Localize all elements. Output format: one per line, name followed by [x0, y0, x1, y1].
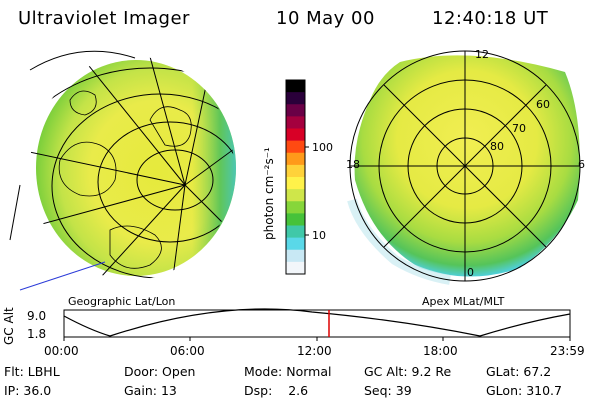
footer-flt: Flt: LBHL: [4, 364, 60, 379]
footer-door: Door: Open: [124, 364, 196, 379]
colorbar-band: [286, 261, 305, 275]
timeline-ylabel: GC Alt: [2, 307, 16, 345]
footer-ip: IP: 36.0: [4, 383, 52, 398]
colorbar-band: [286, 104, 305, 117]
timeline-ytick-1: 1.8: [27, 327, 47, 341]
colorbar-band: [286, 164, 305, 178]
footer-gain: Gain: 13: [124, 383, 177, 398]
timeline-xtick-4: 23:59: [550, 344, 585, 358]
timeline-plot: [63, 308, 571, 341]
time-label: 12:40:18 UT: [432, 8, 549, 29]
colorbar-band: [286, 225, 305, 239]
colorbar-unit-label: photon cm⁻²s⁻¹: [262, 147, 276, 240]
footer-glat: GLat: 67.2: [486, 364, 552, 379]
timeline-xtick-1: 06:00: [170, 344, 205, 358]
date-label: 10 May 00: [276, 8, 375, 29]
mlt-label-12: 12: [475, 48, 489, 61]
colorbar-band: [286, 249, 305, 263]
timeline-xtick-2: 12:00: [297, 344, 332, 358]
colorbar-band: [286, 177, 305, 190]
timeline-xtick-3: 18:00: [423, 344, 458, 358]
mlat-label-80: 80: [490, 140, 504, 153]
timeline-xtick-0: 00:00: [44, 344, 79, 358]
colorbar-band: [286, 92, 305, 105]
mlat-label-70: 70: [512, 122, 526, 135]
footer-dsp: Dsp: 2.6: [244, 383, 309, 398]
mlt-label-0: 0: [467, 266, 474, 279]
app-title: Ultraviolet Imager: [18, 8, 190, 29]
right-polar-panel: [347, 50, 581, 285]
colorbar-band: [286, 140, 305, 154]
footer-glon: GLon: 310.7: [486, 383, 562, 398]
footer-mode: Mode: Normal: [244, 364, 332, 379]
right-panel-label: Apex MLat/MLT: [422, 295, 505, 308]
footer-gc-alt: GC Alt: 9.2 Re: [364, 364, 452, 379]
colorbar-band: [286, 116, 305, 129]
colorbar-band: [286, 128, 305, 142]
colorbar-tick-10: 10: [312, 229, 326, 242]
mlt-label-18: 18: [346, 158, 360, 171]
colorbar-band: [286, 201, 305, 214]
colorbar-band: [286, 213, 305, 226]
footer-seq: Seq: 39: [364, 383, 412, 398]
colorbar-band: [286, 152, 305, 166]
mlat-label-60: 60: [536, 98, 550, 111]
colorbar-band: [286, 80, 305, 93]
colorbar: [286, 80, 305, 275]
mlt-label-6: 6: [578, 158, 585, 171]
colorbar-band: [286, 237, 305, 251]
left-globe-panel: [9, 50, 236, 291]
colorbar-tick-100: 100: [312, 141, 333, 154]
colorbar-band: [286, 189, 305, 202]
timeline-ytick-9: 9.0: [27, 309, 47, 323]
left-panel-label: Geographic Lat/Lon: [68, 295, 176, 308]
